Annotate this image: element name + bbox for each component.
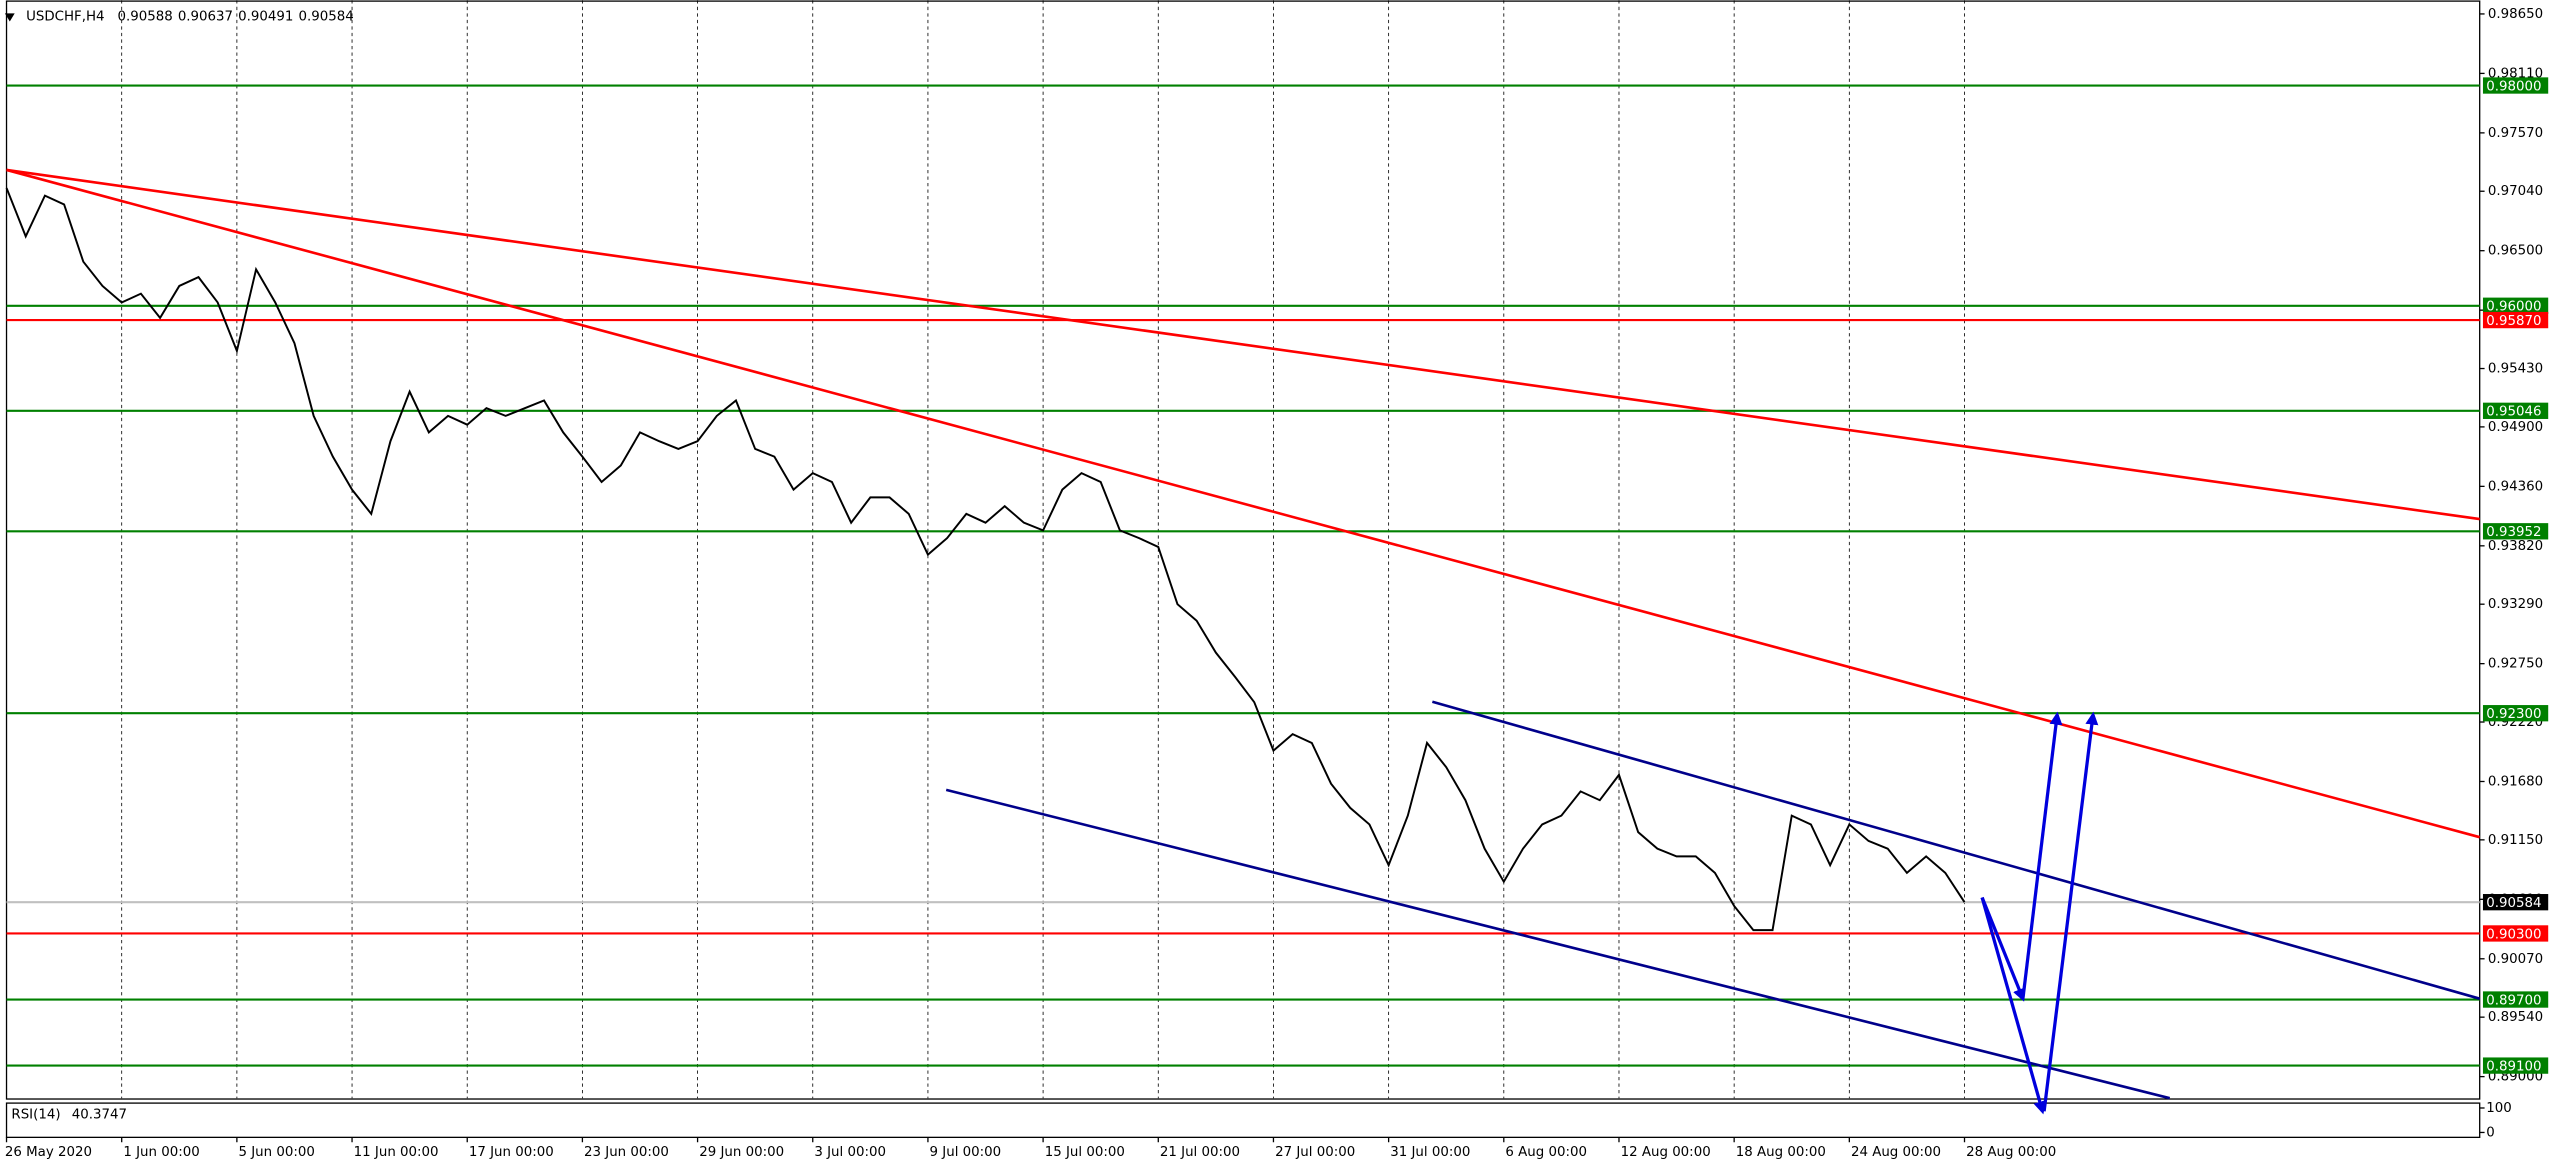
level-box: [2482, 77, 2549, 94]
symbol-title: USDCHF,H4: [26, 10, 104, 25]
y-tick-label: 0.95430: [2488, 362, 2543, 377]
level-label: 0.93952: [2486, 525, 2541, 540]
level-label: 0.95870: [2486, 314, 2541, 329]
level-label: 0.92300: [2486, 707, 2541, 722]
y-tick-label: 0.90070: [2488, 952, 2543, 967]
x-tick-label: 3 Jul 00:00: [814, 1145, 886, 1160]
y-tick-label: 0.92750: [2488, 657, 2543, 672]
x-tick-label: 1 Jun 00:00: [123, 1145, 199, 1160]
level-box: [2482, 1057, 2549, 1074]
rsi-tick-label: 100: [2486, 1101, 2512, 1116]
grid: 0.986500.981100.975700.970400.965000.959…: [5, 0, 2543, 1160]
level-box: [2482, 925, 2549, 942]
level-label: 0.89700: [2486, 993, 2541, 1008]
arrow: [2042, 711, 2099, 1112]
level-box: [2482, 402, 2549, 419]
x-tick-label: 17 Jun 00:00: [469, 1145, 554, 1160]
x-tick-label: 21 Jul 00:00: [1160, 1145, 1240, 1160]
price-line: [5, 187, 1966, 932]
y-tick-label: 0.94900: [2488, 420, 2543, 435]
x-tick-label: 24 Aug 00:00: [1851, 1145, 1941, 1160]
level-label: 0.89100: [2486, 1059, 2541, 1074]
rsi-name: RSI(14): [11, 1108, 60, 1123]
x-tick-label: 23 Jun 00:00: [584, 1145, 669, 1160]
level-label: 0.90584: [2486, 896, 2541, 911]
y-tick-label: 0.97040: [2488, 184, 2543, 199]
trendline-red: [6, 168, 2481, 839]
x-tick-label: 28 Aug 00:00: [1966, 1145, 2056, 1160]
x-tick-label: 12 Aug 00:00: [1621, 1145, 1711, 1160]
y-tick-label: 0.97570: [2488, 126, 2543, 141]
level-box: [2482, 523, 2549, 540]
y-tick-label: 0.96500: [2488, 244, 2543, 259]
ohlc-value: 0.90491: [238, 10, 293, 25]
main-panel-frame: [5, 0, 2481, 1100]
y-tick-label: 0.91150: [2488, 833, 2543, 848]
x-tick-label: 18 Aug 00:00: [1736, 1145, 1826, 1160]
x-tick-label: 26 May 2020: [5, 1145, 92, 1160]
channel-upper: [1431, 700, 2481, 1000]
y-tick-label: 0.93290: [2488, 597, 2543, 612]
level-box: [2482, 991, 2549, 1008]
level-label: 0.98000: [2486, 79, 2541, 94]
rsi-value: 40.3747: [72, 1108, 127, 1123]
x-tick-label: 31 Jul 00:00: [1390, 1145, 1470, 1160]
x-tick-label: 9 Jul 00:00: [930, 1145, 1002, 1160]
rsi-panel-frame: [5, 1102, 2481, 1139]
y-tick-label: 0.94360: [2488, 479, 2543, 494]
level-box: [2482, 311, 2549, 329]
trendlines: [6, 168, 2481, 1115]
level-label: 0.90300: [2486, 927, 2541, 942]
trendline-red: [6, 168, 2480, 521]
x-tick-label: 15 Jul 00:00: [1045, 1145, 1125, 1160]
arrow: [1980, 896, 2026, 1002]
level-box: [2482, 297, 2549, 314]
y-tick-label: 0.98650: [2488, 7, 2543, 22]
y-tick-label: 0.93820: [2488, 539, 2543, 554]
arrow: [2021, 711, 2063, 999]
y-tick-label: 0.91680: [2488, 774, 2543, 789]
rsi-tick-label: 0: [2486, 1125, 2495, 1140]
level-label: 0.96000: [2486, 300, 2541, 315]
channel-lower: [945, 788, 2171, 1100]
x-tick-label: 27 Jul 00:00: [1275, 1145, 1355, 1160]
x-tick-label: 29 Jun 00:00: [699, 1145, 784, 1160]
menu-caret[interactable]: [4, 13, 15, 22]
ohlc-value: 0.90584: [299, 10, 354, 25]
x-tick-label: 5 Jun 00:00: [239, 1145, 315, 1160]
y-tick-label: 0.89540: [2488, 1010, 2543, 1025]
level-box: [2482, 705, 2549, 722]
arrow: [1980, 897, 2047, 1115]
x-tick-label: 6 Aug 00:00: [1505, 1145, 1587, 1160]
level-label: 0.95046: [2486, 405, 2541, 420]
ohlc-value: 0.90637: [178, 10, 233, 25]
level-box: [2482, 894, 2549, 911]
x-tick-label: 11 Jun 00:00: [354, 1145, 439, 1160]
ohlc-value: 0.90588: [117, 10, 172, 25]
